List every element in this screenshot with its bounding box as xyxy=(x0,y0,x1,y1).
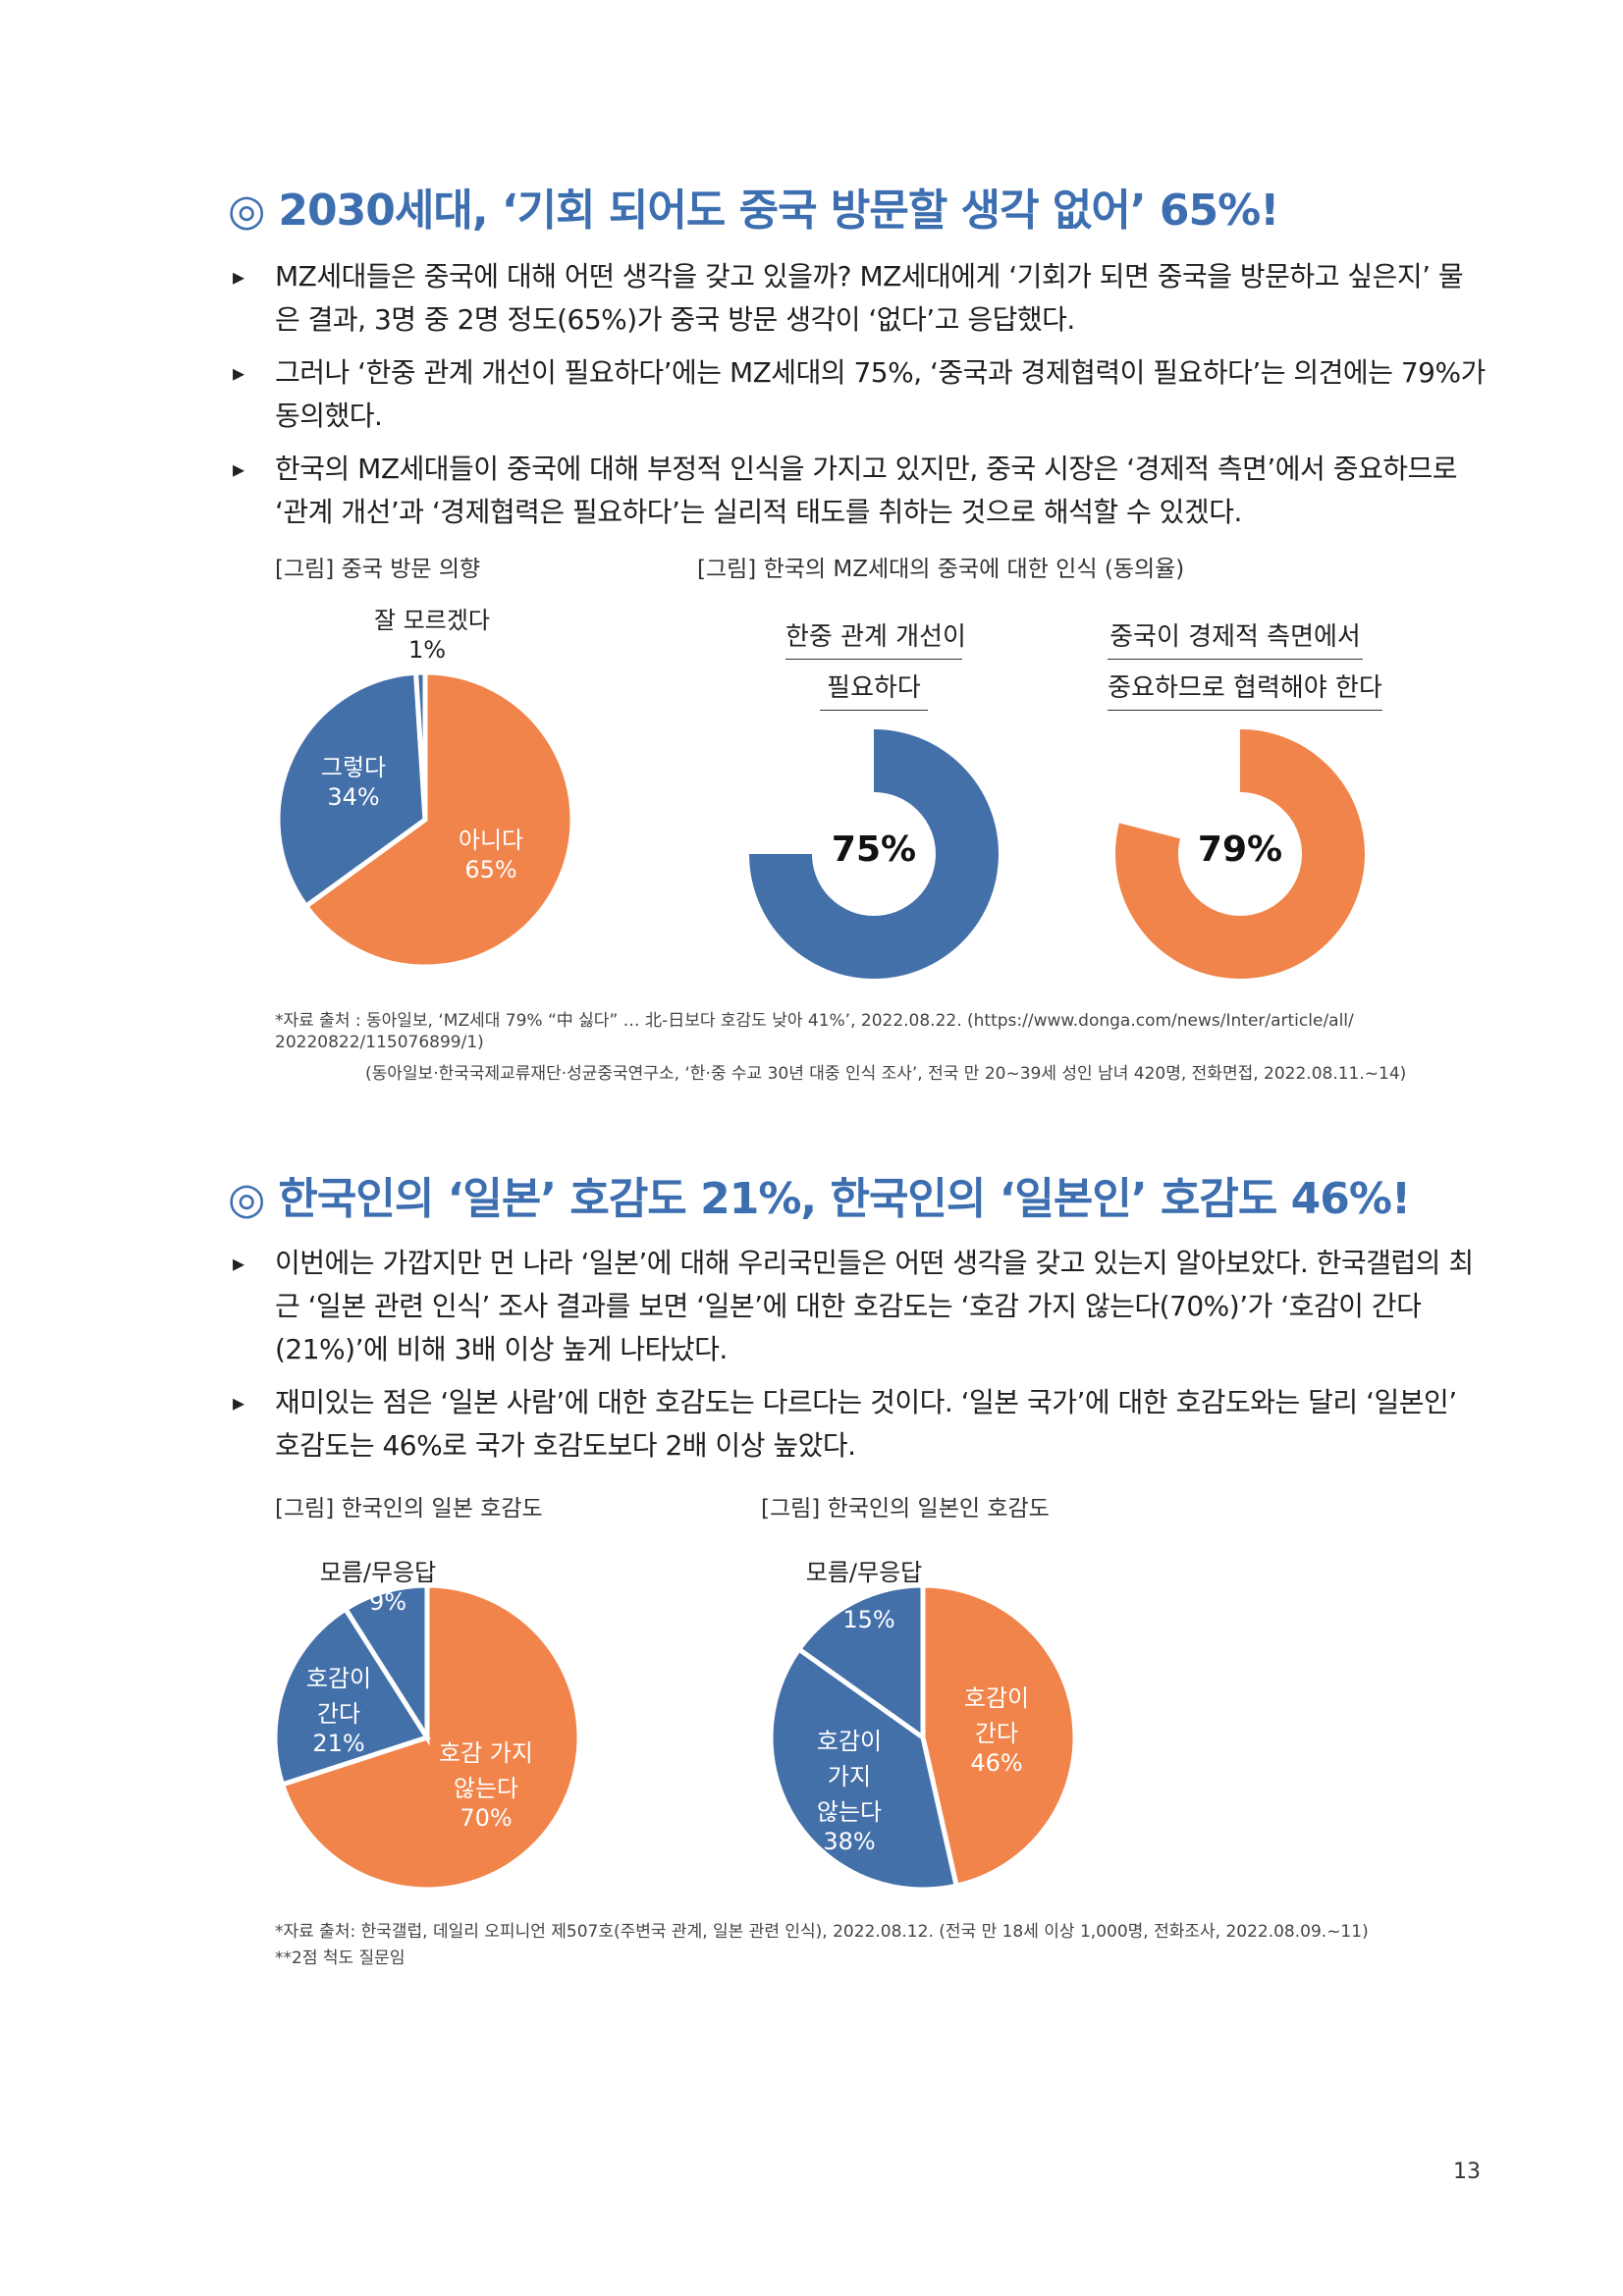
section2-source-2: **2점 척도 질문임 xyxy=(275,1949,406,1968)
section1-source-3: (동아일보·한국국제교류재단·성균중국연구소, ‘한·중 수교 30년 대중 인… xyxy=(365,1064,1407,1084)
section1-bullet: 한국의 MZ세대들이 중국에 대해 부정적 인식을 가지고 있지만, 중국 시장… xyxy=(233,448,1488,534)
pie3-label-no-1: 호감 가지 xyxy=(439,1739,533,1767)
pie3-value-na: 9% xyxy=(368,1588,407,1616)
section2-bullet: 재미있는 점은 ‘일본 사람’에 대한 호감도는 다르다는 것이다. ‘일본 국… xyxy=(233,1381,1488,1468)
donut2-value: 79% xyxy=(1197,829,1283,870)
fig4-title: [그림] 한국인의 일본인 호감도 xyxy=(761,1496,1050,1522)
pie-slice xyxy=(768,1645,960,1893)
pie-slice xyxy=(275,669,428,910)
section1-bullet: 그러나 ‘한중 관계 개선이 필요하다’에는 MZ세대의 75%, ‘중국과 경… xyxy=(233,351,1488,438)
pie-japanese-favor xyxy=(768,1582,1078,1893)
pie1-label-dunno: 잘 모르겠다 xyxy=(373,607,491,634)
pie1-label-no: 아니다 xyxy=(458,827,524,854)
section2-mark: ◎ xyxy=(228,1174,265,1224)
pie-china-visit xyxy=(275,669,575,970)
pie3-value-yes: 21% xyxy=(312,1730,365,1757)
pie1-value-yes: 34% xyxy=(327,783,380,811)
donut-economy xyxy=(1115,729,1365,979)
fig2-title: [그림] 한국의 MZ세대의 중국에 대한 인식 (동의율) xyxy=(697,557,1185,582)
page-number: 13 xyxy=(1453,2160,1481,2184)
donut1-value: 75% xyxy=(831,829,917,870)
pie-japan-favor xyxy=(272,1582,582,1893)
pie1-label-yes: 그렇다 xyxy=(320,754,387,781)
pie4-value-na: 15% xyxy=(842,1606,895,1633)
donut1-label-line2: 필요하다 xyxy=(820,667,928,711)
section1-title: 2030세대, ‘기회 되어도 중국 방문할 생각 없어’ 65%! xyxy=(278,186,1279,236)
section1-heading: ◎ 2030세대, ‘기회 되어도 중국 방문할 생각 없어’ 65%! xyxy=(228,175,1279,238)
pie3-label-no-2: 않는다 xyxy=(453,1775,519,1802)
donut2-label-line2: 중요하므로 협력해야 한다 xyxy=(1108,667,1382,711)
pie1-value-dunno: 1% xyxy=(407,636,447,664)
pie4-label-yes-2: 간다 xyxy=(974,1720,1019,1747)
section1-bullet: MZ세대들은 중국에 대해 어떤 생각을 갖고 있을까? MZ세대에게 ‘기회가… xyxy=(233,255,1488,342)
section1-source-2: 20220822/115076899/1) xyxy=(275,1033,484,1052)
pie-slice xyxy=(412,669,428,821)
pie-slice xyxy=(302,669,575,970)
pie4-label-no-3: 않는다 xyxy=(816,1798,883,1826)
section1-source-1: *자료 출처 : 동아일보, ‘MZ세대 79% “中 싫다” … 北-日보다 … xyxy=(275,1011,1354,1031)
pie-slice xyxy=(920,1582,1078,1890)
fig3-title: [그림] 한국인의 일본 호감도 xyxy=(275,1496,543,1522)
pie3-label-yes-1: 호감이 xyxy=(305,1665,372,1692)
pie3-label-yes-2: 간다 xyxy=(316,1700,361,1728)
pie-slice xyxy=(795,1582,926,1742)
donut1-label-line1: 한중 관계 개선이 xyxy=(785,616,966,660)
section2-bullet: 이번에는 가깝지만 먼 나라 ‘일본’에 대해 우리국민들은 어떤 생각을 갖고… xyxy=(233,1242,1488,1371)
donut-arc xyxy=(749,729,999,979)
donut2-label-line1: 중국이 경제적 측면에서 xyxy=(1108,616,1363,660)
pie-slice xyxy=(342,1582,430,1746)
pie4-value-no: 38% xyxy=(823,1828,876,1855)
pie4-label-no-2: 가지 xyxy=(827,1763,872,1790)
section2-bullets: 이번에는 가깝지만 먼 나라 ‘일본’에 대해 우리국민들은 어떤 생각을 갖고… xyxy=(233,1242,1488,1477)
pie4-label-na: 모름/무응답 xyxy=(805,1559,923,1586)
pie4-label-yes-1: 호감이 xyxy=(963,1684,1030,1712)
section1-mark: ◎ xyxy=(228,186,265,236)
donut-relation xyxy=(749,729,999,979)
section2-heading: ◎ 한국인의 ‘일본’ 호감도 21%, 한국인의 ‘일본인’ 호감도 46%! xyxy=(228,1163,1411,1226)
pie-slice xyxy=(279,1582,582,1893)
section2-title: 한국인의 ‘일본’ 호감도 21%, 한국인의 ‘일본인’ 호감도 46%! xyxy=(278,1174,1411,1224)
pie4-label-no-1: 호감이 xyxy=(816,1728,883,1755)
pie3-label-na: 모름/무응답 xyxy=(319,1559,437,1586)
section1-bullets: MZ세대들은 중국에 대해 어떤 생각을 갖고 있을까? MZ세대에게 ‘기회가… xyxy=(233,255,1488,544)
pie4-value-yes: 46% xyxy=(970,1749,1023,1777)
section2-source-1: *자료 출처: 한국갤럽, 데일리 오피니언 제507호(주변국 관계, 일본 … xyxy=(275,1922,1369,1942)
pie3-value-no: 70% xyxy=(460,1804,513,1832)
fig1-title: [그림] 중국 방문 의향 xyxy=(275,557,481,582)
pie1-value-no: 65% xyxy=(464,856,517,883)
pie-slice xyxy=(272,1605,431,1789)
donut-arc xyxy=(1115,729,1365,979)
